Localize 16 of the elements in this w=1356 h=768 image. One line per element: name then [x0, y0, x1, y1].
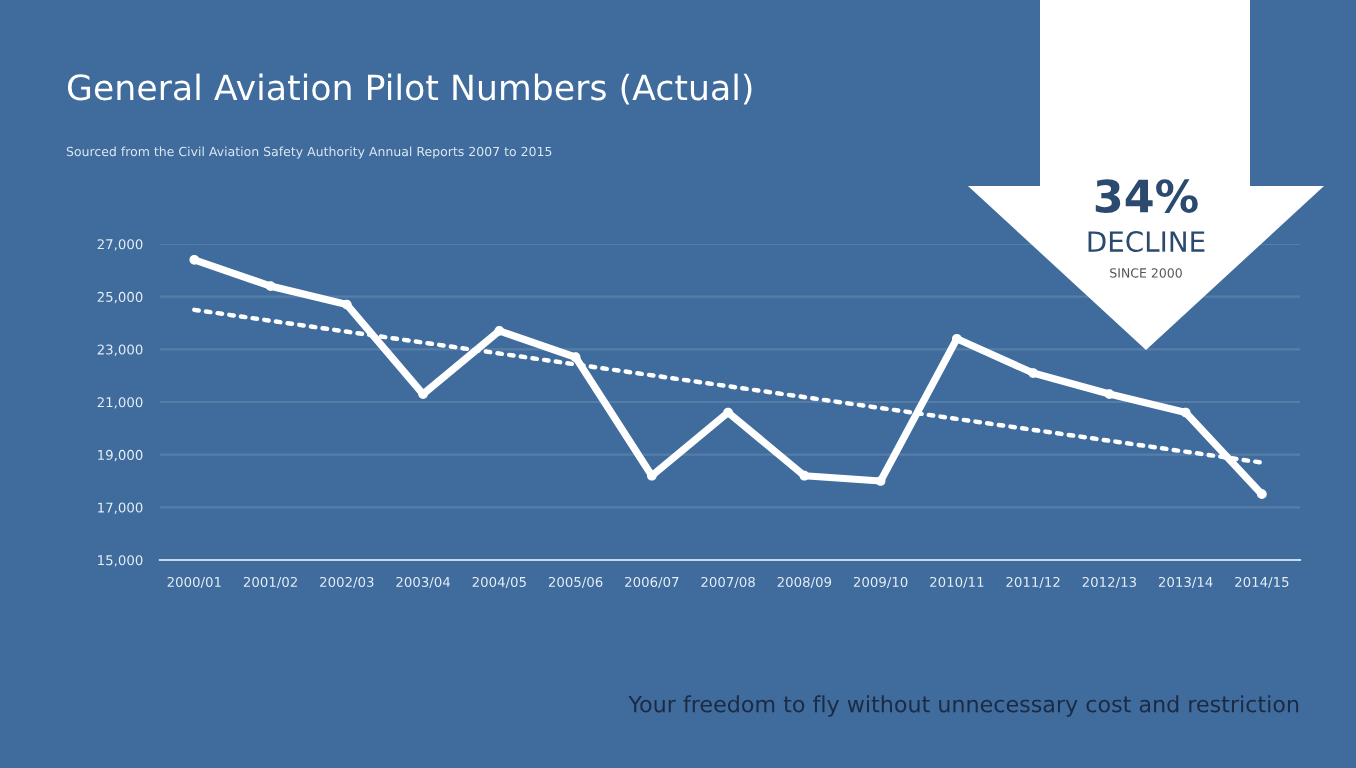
point — [1257, 489, 1267, 500]
text: Your freedom to fly without unnecessary cost and restriction — [628, 695, 1299, 717]
point — [1104, 389, 1115, 399]
point — [723, 407, 733, 418]
point — [1028, 368, 1038, 378]
annotation: DECLINE — [1088, 231, 1205, 253]
point — [951, 333, 962, 344]
point — [189, 254, 200, 265]
point — [494, 326, 505, 336]
text: 34% — [1095, 179, 1198, 213]
point — [265, 281, 276, 291]
point — [799, 470, 810, 481]
point — [570, 352, 581, 363]
point — [1180, 407, 1191, 418]
chart-title: General Aviation Pilot Numbers (Actual) — [67, 73, 752, 105]
point — [341, 299, 352, 310]
